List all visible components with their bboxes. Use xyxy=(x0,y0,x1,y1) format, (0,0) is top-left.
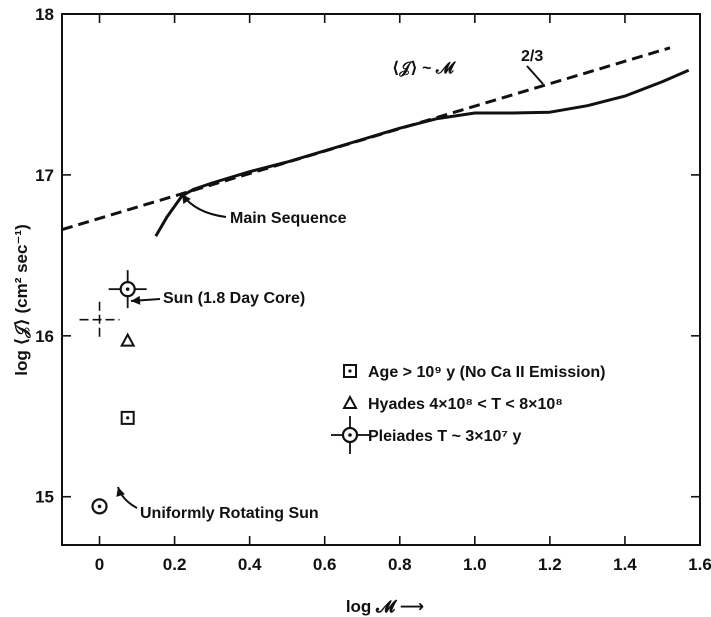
annotation-dashed-label: ⟨𝒥⟩ ~ 𝓜 xyxy=(392,60,456,78)
data-point-circled-dot xyxy=(91,498,108,515)
x-tick-label: 0.2 xyxy=(163,555,187,574)
data-point-circled-dot-cross xyxy=(108,270,147,309)
marker-dot xyxy=(125,287,130,291)
legend-marker-triangle xyxy=(342,394,358,409)
y-tick-label: 18 xyxy=(35,5,54,24)
y-axis-label: log ⟨𝒥⟩ (cm² sec⁻¹) xyxy=(12,224,32,375)
series-dashed-line xyxy=(61,46,671,232)
annotation-dashed-label-exponent: 2/3 xyxy=(521,48,543,65)
legend-marker-circled-dot-cross xyxy=(331,416,369,454)
marker-dot xyxy=(348,369,352,373)
legend-marker-square-dot xyxy=(343,364,357,378)
plot-frame xyxy=(61,13,701,546)
x-tick-label: 0.8 xyxy=(388,555,412,574)
data-point-triangle xyxy=(119,332,136,347)
y-tick-label: 16 xyxy=(35,327,54,346)
marker-dot xyxy=(348,433,352,437)
x-tick-label: 1.6 xyxy=(688,555,711,574)
data-point-cross xyxy=(79,301,120,338)
x-tick-label: 0.6 xyxy=(313,555,337,574)
x-tick-label: 1.2 xyxy=(538,555,562,574)
annotation-arrowhead xyxy=(182,194,191,204)
x-axis-label: log 𝓜 ⟶ xyxy=(346,597,424,616)
series-main-sequence-line xyxy=(154,68,690,237)
legend-label: Age > 10⁹ y (No Ca II Emission) xyxy=(368,364,605,381)
marker-triangle xyxy=(342,394,358,409)
annotation-sun-core: Sun (1.8 Day Core) xyxy=(163,290,305,307)
x-tick-label: 1.4 xyxy=(613,555,637,574)
annotation-pointer xyxy=(526,65,544,85)
annotation-arrow xyxy=(181,193,227,218)
annotation-uniform-sun: Uniformly Rotating Sun xyxy=(140,505,319,522)
annotation-arrowhead xyxy=(131,295,141,305)
x-tick-label: 0 xyxy=(95,555,104,574)
marker-triangle xyxy=(119,332,136,347)
annotation-arrowhead xyxy=(116,487,125,497)
y-tick-label: 17 xyxy=(35,166,54,185)
y-tick-label: 15 xyxy=(35,488,54,507)
marker-dot xyxy=(97,504,102,509)
x-tick-label: 0.4 xyxy=(238,555,262,574)
annotation-main-sequence: Main Sequence xyxy=(230,210,347,227)
marker-dot xyxy=(126,416,130,420)
legend-label: Hyades 4×10⁸ < T < 8×10⁸ xyxy=(368,396,563,413)
data-point-square-dot xyxy=(120,410,135,425)
x-tick-label: 1.0 xyxy=(463,555,487,574)
legend-label: Pleiades T ~ 3×10⁷ y xyxy=(368,428,521,445)
